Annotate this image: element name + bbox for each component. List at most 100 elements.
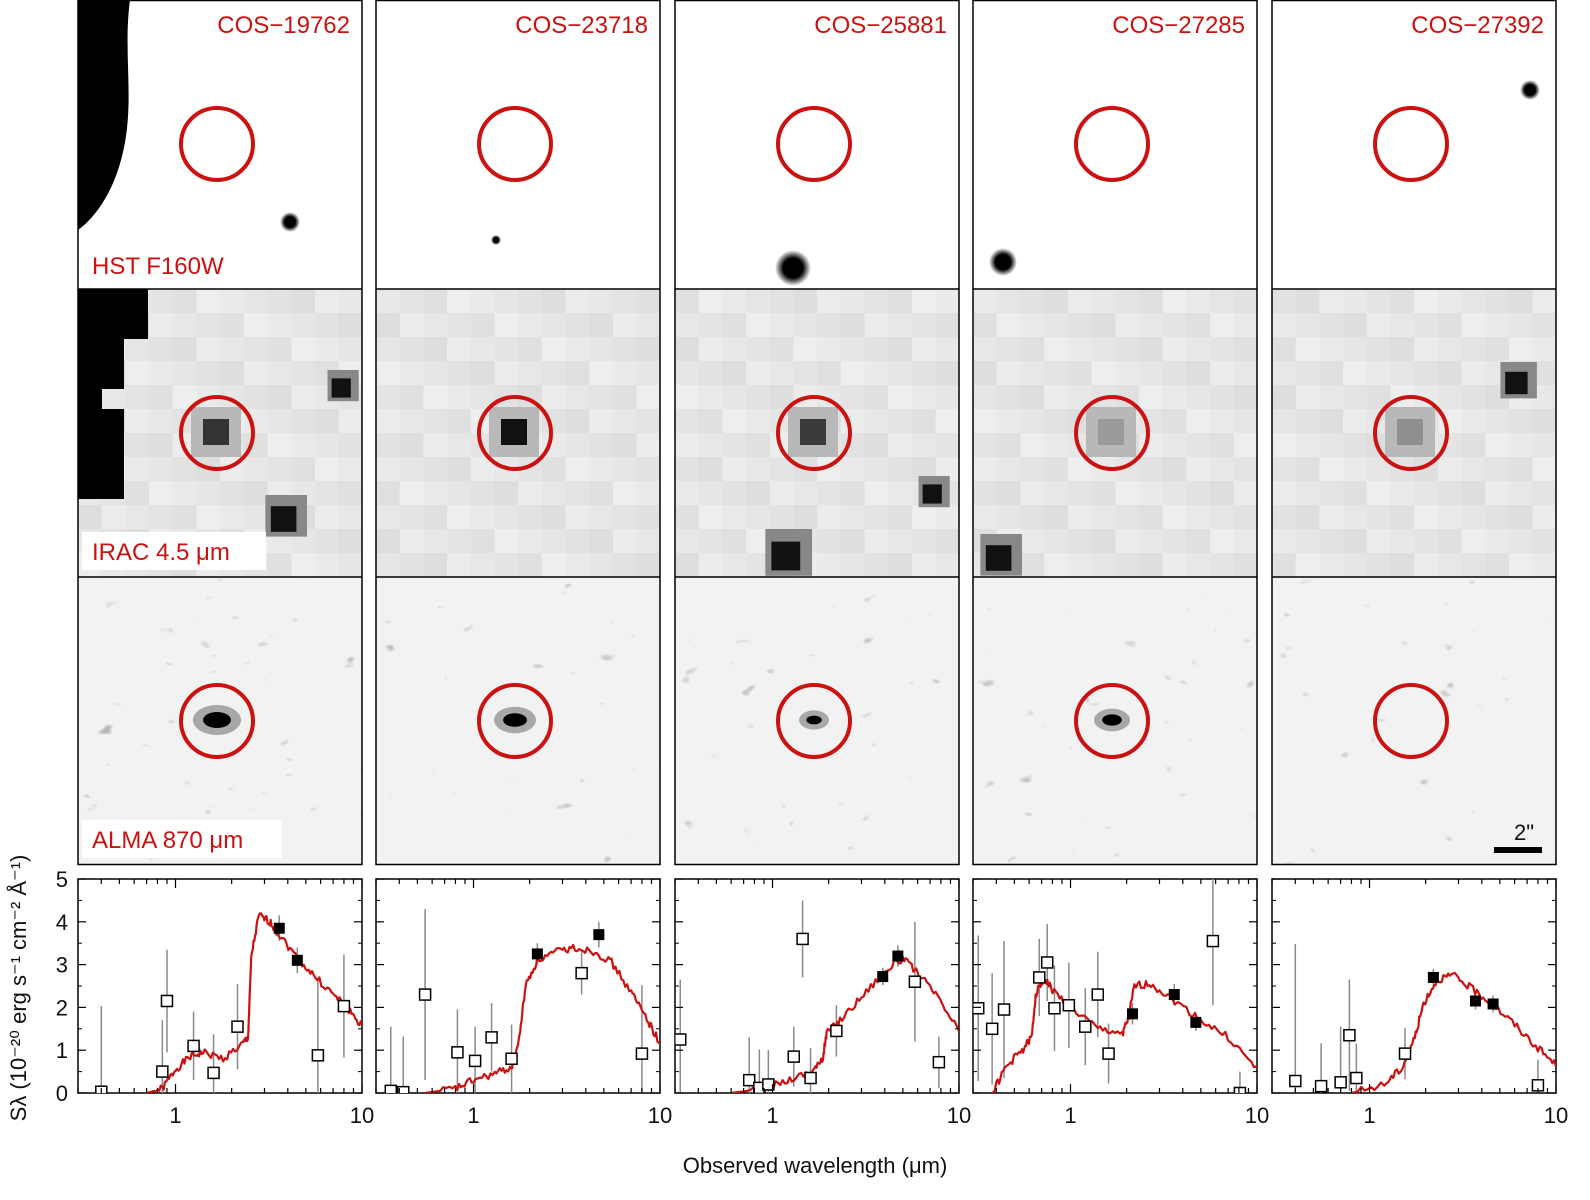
irac-pixel (243, 289, 268, 314)
irac-pixel (675, 313, 699, 338)
hst-band-label: HST F160W (92, 253, 224, 280)
irac-band-label: IRAC 4.5 μm (92, 539, 230, 566)
sed-model-line (991, 976, 1257, 1093)
irac-pixel (149, 385, 173, 410)
irac-pixel (698, 529, 723, 554)
irac-pixel (565, 337, 590, 362)
irac-pixel (149, 433, 173, 458)
irac-pixel (888, 409, 913, 434)
irac-pixel (912, 553, 936, 578)
irac-pixel (769, 457, 794, 482)
irac-pixel (698, 457, 723, 482)
irac-pixel (1461, 481, 1486, 506)
irac-pixel (888, 289, 913, 314)
irac-pixel (243, 481, 268, 506)
irac-pixel (996, 289, 1021, 314)
irac-pixel (196, 481, 221, 506)
irac-pixel (470, 553, 495, 578)
hst-bright-neighbour (78, 0, 130, 230)
irac-pixel (1319, 505, 1344, 530)
irac-pixel (1162, 385, 1187, 410)
irac-pixel (1343, 337, 1367, 362)
filled-data-point (877, 971, 889, 983)
irac-pixel (1532, 481, 1557, 506)
irac-pixel (840, 385, 865, 410)
irac-pixel (1319, 337, 1344, 362)
irac-pixel (1162, 337, 1187, 362)
irac-pixel (1044, 529, 1068, 554)
irac-pixel (1532, 457, 1557, 482)
axis-titles: Sλ (10⁻²⁰ erg s⁻¹ cm⁻² Å⁻¹) Observed wav… (6, 855, 947, 1178)
irac-pixel (1115, 337, 1139, 362)
irac-pixel (722, 385, 747, 410)
irac-pixel (1437, 553, 1462, 578)
irac-pixel (996, 337, 1021, 362)
irac-pixel (817, 337, 841, 362)
irac-pixel (864, 433, 889, 458)
irac-pixel (338, 433, 363, 458)
y-axis-title: Sλ (10⁻²⁰ erg s⁻¹ cm⁻² Å⁻¹) (6, 855, 31, 1122)
irac-pixel (291, 457, 316, 482)
irac-pixel (864, 337, 889, 362)
irac-pixel (494, 529, 519, 554)
irac-pixel (589, 433, 614, 458)
irac-pixel (1437, 385, 1462, 410)
irac-pixel (399, 529, 424, 554)
irac-pixel (149, 313, 173, 338)
irac-pixel (1020, 505, 1045, 530)
irac-pixel (1233, 313, 1258, 338)
filled-data-point (1190, 1016, 1202, 1028)
irac-pixel (1366, 385, 1391, 410)
irac-pixel (315, 457, 339, 482)
irac-pixel (1485, 289, 1510, 314)
sed-model-line (146, 912, 362, 1093)
image-column: COS−23718 (375, 0, 661, 866)
irac-pixel (1390, 481, 1415, 506)
irac-pixel (1044, 553, 1068, 578)
irac-pixel (1162, 361, 1187, 386)
irac-pixel (793, 337, 818, 362)
irac-pixel (1366, 481, 1391, 506)
irac-pixel (220, 313, 244, 338)
irac-pixel (423, 457, 448, 482)
target-circle (776, 106, 852, 182)
object-name-box (1362, 6, 1552, 40)
irac-pixel (589, 337, 614, 362)
irac-pixel (565, 361, 590, 386)
irac-pixel (541, 385, 566, 410)
open-data-point (1206, 934, 1220, 948)
irac-pixel (1186, 409, 1211, 434)
irac-pixel (746, 361, 770, 386)
irac-pixel (1091, 481, 1116, 506)
irac-pixel (912, 505, 936, 530)
irac-pixel (840, 505, 865, 530)
open-data-point (675, 1033, 687, 1046)
irac-pixel (541, 289, 566, 314)
irac-pixel (769, 313, 794, 338)
irac-pixel (817, 553, 841, 578)
irac-pixel (613, 385, 637, 410)
object-name: COS−27392 (1411, 12, 1544, 39)
open-data-point (1398, 1047, 1412, 1060)
irac-pixel (1186, 481, 1211, 506)
irac-pixel (423, 409, 448, 434)
irac-pixel (447, 529, 471, 554)
irac-pixel (1115, 529, 1139, 554)
irac-pixel (447, 385, 471, 410)
irac-pixel (1210, 313, 1234, 338)
irac-pixel (470, 481, 495, 506)
irac-pixel (1272, 529, 1296, 554)
irac-pixel (589, 385, 614, 410)
irac-pixel (973, 481, 997, 506)
hst-field-source (1520, 80, 1540, 100)
irac-pixel (172, 457, 197, 482)
irac-pixel (447, 457, 471, 482)
irac-pixel (1067, 313, 1092, 338)
irac-pixel (589, 529, 614, 554)
irac-pixel (1390, 289, 1415, 314)
irac-pixel (1272, 361, 1296, 386)
open-data-point (505, 1052, 518, 1066)
irac-pixel (1485, 409, 1510, 434)
open-data-point (997, 1003, 1011, 1016)
irac-pixel (1509, 289, 1533, 314)
